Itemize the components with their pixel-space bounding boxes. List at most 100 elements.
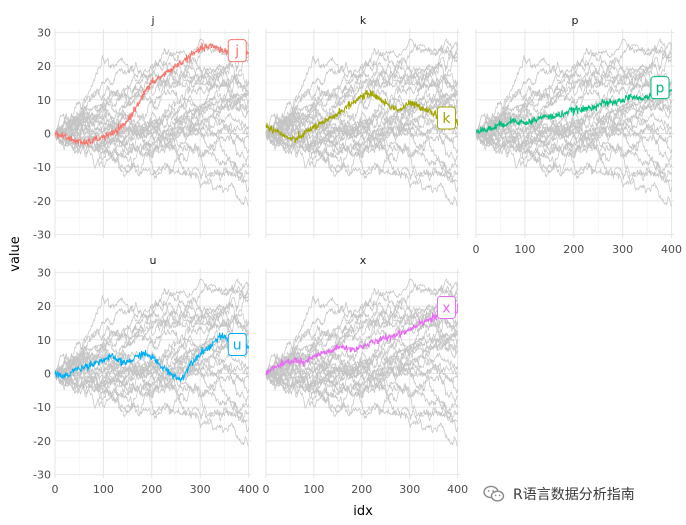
background-series-line — [54, 336, 249, 395]
background-series-line — [265, 367, 458, 413]
background-series-line — [265, 126, 458, 182]
series-line-u — [54, 332, 250, 383]
x-tick-label: 100 — [514, 243, 535, 256]
background-series-line — [265, 359, 458, 389]
y-tick-label: 10 — [37, 334, 51, 347]
series-label-box-j — [227, 39, 247, 63]
series-label-j: j — [234, 44, 239, 60]
series-label-box-k — [436, 106, 456, 130]
background-series-line — [265, 57, 458, 139]
y-tick-label: -30 — [33, 229, 51, 242]
x-tick-label: 200 — [141, 483, 162, 496]
background-series-line — [265, 71, 458, 136]
series-label-box-x — [436, 295, 456, 319]
background-series-line — [54, 367, 249, 413]
background-series-line — [54, 38, 249, 137]
y-tick-label: 30 — [37, 266, 51, 279]
background-series-line — [54, 359, 249, 389]
facet-strip-label: k — [360, 14, 367, 27]
background-series-line — [54, 127, 249, 173]
background-series-line — [265, 38, 458, 139]
x-tick-label: 400 — [447, 483, 468, 496]
background-series-line — [54, 96, 249, 155]
watermark: R语言数据分析指南 — [483, 484, 635, 504]
facet-strip-label: p — [572, 14, 579, 27]
y-tick-label: 10 — [37, 94, 51, 107]
y-tick-label: 20 — [37, 300, 51, 313]
x-tick-label: 100 — [303, 483, 324, 496]
facet-panel-p: p p 0 100 200 300 400 — [473, 14, 683, 256]
x-tick-label: 400 — [661, 243, 682, 256]
wechat-icon — [483, 485, 505, 502]
background-series-line — [475, 127, 672, 173]
series-label-box-p — [650, 76, 670, 100]
series-line-k — [265, 89, 459, 144]
background-series-line — [475, 38, 672, 139]
background-series-line — [265, 38, 458, 137]
y-tick-label: 0 — [44, 368, 51, 381]
facet-panel-x: x x 0 100 200 300 400 — [263, 254, 469, 496]
x-tick-label: 0 — [263, 483, 270, 496]
y-tick-label: -20 — [33, 435, 51, 448]
background-series-line — [54, 119, 249, 149]
background-series-line — [475, 119, 672, 149]
y-tick-label: 0 — [44, 128, 51, 141]
background-series-line — [54, 47, 249, 137]
x-tick-label: 200 — [563, 243, 584, 256]
y-tick-label: 20 — [37, 60, 51, 73]
background-series-line — [265, 278, 458, 377]
x-tick-label: 300 — [190, 483, 211, 496]
background-series-line — [265, 47, 458, 137]
x-tick-label: 0 — [52, 483, 59, 496]
x-tick-label: 100 — [93, 483, 114, 496]
series-label-p: p — [656, 81, 665, 97]
x-tick-label: 300 — [612, 243, 633, 256]
background-series-line — [54, 287, 249, 377]
background-series-line — [475, 96, 672, 155]
background-series-line — [475, 57, 672, 139]
background-series-line — [54, 71, 249, 136]
background-series-line — [54, 366, 249, 422]
facet-strip-label: j — [150, 14, 154, 27]
series-label-k: k — [442, 111, 451, 127]
background-series-line — [54, 57, 249, 139]
facet-panel-j: j j -30 -20 -10 0 10 20 30 — [33, 14, 251, 242]
background-series-line — [265, 297, 458, 379]
background-series-line — [265, 311, 458, 376]
x-tick-label: 0 — [473, 243, 480, 256]
series-label-x: x — [442, 300, 450, 316]
background-series-line — [54, 277, 249, 379]
background-series-line — [475, 38, 672, 137]
series-line-j — [54, 42, 250, 148]
watermark-text: R语言数据分析指南 — [513, 487, 635, 503]
facet-strip-label: u — [150, 254, 157, 267]
background-series-line — [265, 119, 458, 149]
background-series-line — [265, 366, 458, 422]
y-axis-title: value — [8, 236, 23, 272]
y-tick-label: -10 — [33, 401, 51, 414]
y-tick-label: -10 — [33, 161, 51, 174]
background-series-line — [54, 311, 249, 376]
background-series-line — [54, 126, 249, 182]
background-series-line — [475, 126, 672, 182]
background-series-line — [265, 336, 458, 395]
series-line-p — [475, 84, 673, 135]
series-line-x — [265, 303, 459, 376]
x-tick-label: 200 — [351, 483, 372, 496]
series-label-box-u — [227, 333, 247, 357]
x-tick-label: 400 — [238, 483, 259, 496]
y-tick-label: -20 — [33, 195, 51, 208]
background-series-line — [54, 37, 249, 139]
facet-panel-k: kk — [265, 14, 460, 238]
y-tick-label: -30 — [33, 469, 51, 482]
facet-strip-label: x — [360, 254, 367, 267]
background-series-line — [265, 287, 458, 377]
x-tick-label: 300 — [399, 483, 420, 496]
x-axis-title: idx — [353, 504, 373, 519]
background-series-line — [475, 71, 672, 136]
background-series-line — [265, 278, 458, 379]
y-tick-label: 30 — [37, 26, 51, 39]
background-series-line — [475, 47, 672, 137]
